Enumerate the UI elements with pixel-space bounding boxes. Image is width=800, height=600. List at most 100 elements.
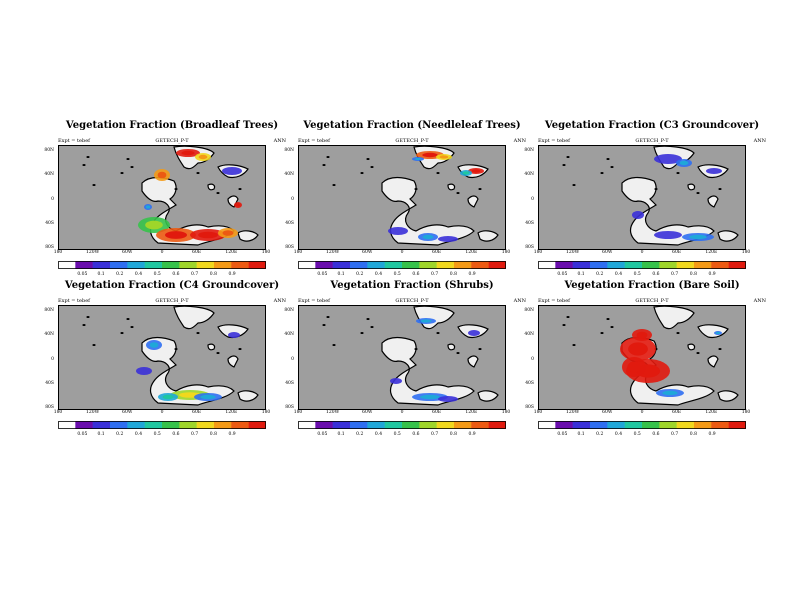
colorbar-swatch (538, 421, 556, 429)
island (126, 318, 130, 320)
colorbar-swatch (231, 421, 249, 429)
vegetation-core (471, 169, 481, 173)
colorbar-tick-label: 0.6 (412, 432, 420, 437)
vegetation-region (468, 330, 480, 336)
colorbar-tick-label: 0.8 (449, 272, 457, 277)
vegetation-region (632, 211, 644, 219)
lon-tick-label: 0 (160, 250, 164, 255)
lat-tick-label: 80N (524, 148, 534, 153)
experiment-label: Expt = tebef (298, 138, 331, 144)
colorbar-tick-label: 0.9 (228, 272, 236, 277)
vegetation-core (198, 154, 208, 160)
colorbar-tick-label: 0.9 (468, 432, 476, 437)
lat-tick-label: 40N (44, 172, 54, 178)
lon-tick-label: 120W (566, 410, 580, 415)
island (610, 166, 614, 168)
colorbar-tick-label: 0.8 (449, 432, 457, 437)
panel-title: Vegetation Fraction (Needleleaf Trees) (303, 120, 521, 131)
colorbar-swatch (384, 261, 403, 269)
lon-tick-label: 60E (432, 410, 442, 415)
colorbar-swatch (179, 421, 197, 429)
colorbar-swatch (419, 261, 437, 269)
lon-tick-label: 120E (465, 410, 478, 415)
lon-tick-label: 120W (326, 410, 340, 415)
island (82, 164, 86, 166)
colorbar-swatch (454, 421, 472, 429)
lat-tick-label: 80S (45, 245, 54, 250)
colorbar (298, 261, 506, 269)
island (92, 344, 96, 346)
colorbar-tick-label: 0.4 (134, 432, 143, 437)
lon-tick-label: 60W (362, 250, 373, 255)
colorbar-swatch (624, 421, 643, 429)
lon-tick-label: 0 (400, 250, 404, 255)
colorbar-swatch (298, 421, 316, 429)
vegetation-core (181, 150, 195, 156)
island (238, 188, 242, 190)
colorbar-tick-label: 0.8 (689, 432, 697, 437)
landmass (207, 343, 216, 351)
vegetation-core (420, 319, 432, 323)
colorbar-swatch (214, 421, 232, 429)
model-label: GETECH_P-T (395, 138, 429, 144)
lon-tick-label: 60W (602, 250, 613, 255)
island (326, 156, 330, 158)
colorbar-swatch (384, 421, 403, 429)
colorbar-swatch (58, 421, 76, 429)
colorbar-swatch (367, 261, 385, 269)
vegetation-core (235, 203, 241, 207)
lon-tick-label: 0 (400, 410, 404, 415)
island (174, 188, 178, 190)
lat-tick-label: 40N (524, 332, 534, 338)
panel-title: Vegetation Fraction (C4 Groundcover) (64, 280, 280, 291)
period-label: ANN (753, 138, 766, 144)
colorbar-tick-label: 0.4 (134, 272, 143, 277)
colorbar-swatch (419, 421, 437, 429)
island (130, 326, 134, 328)
colorbar-tick-label: 0.2 (356, 272, 364, 277)
lat-tick-label: 80S (525, 405, 534, 410)
lat-tick-label: 40N (284, 172, 294, 178)
colorbar-tick-label: 0.5 (633, 432, 641, 437)
colorbar-swatch (298, 261, 316, 269)
island (696, 192, 700, 194)
lon-tick-label: 120W (566, 250, 580, 255)
lat-tick-label: 0 (51, 196, 54, 202)
colorbar-swatch (572, 261, 591, 269)
island (414, 348, 418, 350)
colorbar-tick-label: 0.7 (671, 272, 679, 277)
vegetation-core (145, 205, 151, 209)
island (478, 188, 482, 190)
colorbar (298, 421, 506, 429)
lon-tick-label: 180 (741, 410, 751, 415)
landmass (717, 390, 739, 402)
lon-tick-label: 60W (122, 410, 133, 415)
colorbar-tick-label: 0.7 (191, 432, 199, 437)
island (718, 188, 722, 190)
landmass (227, 355, 239, 368)
map-area (538, 145, 746, 250)
colorbar-swatch (350, 421, 368, 429)
colorbar-swatch (162, 261, 180, 269)
lat-tick-label: 40S (525, 380, 534, 386)
island (606, 318, 610, 320)
period-label: ANN (273, 298, 286, 304)
landmass (687, 343, 696, 351)
lat-tick-label: 80N (284, 308, 294, 313)
colorbar-tick-label: 0.05 (557, 272, 568, 277)
landmass (653, 305, 695, 330)
lat-tick-label: 0 (531, 196, 534, 202)
map-area (538, 305, 746, 410)
colorbar-swatch (538, 261, 556, 269)
colorbar-tick-label: 0.1 (97, 272, 105, 277)
island (566, 316, 570, 318)
island (360, 332, 364, 334)
colorbar-tick-label: 0.4 (374, 272, 383, 277)
lon-tick-label: 60W (122, 250, 133, 255)
island (92, 184, 96, 186)
colorbar-tick-label: 0.8 (209, 432, 217, 437)
vegetation-core (636, 331, 648, 339)
colorbar-swatch (144, 421, 163, 429)
lat-tick-label: 80S (285, 245, 294, 250)
island (566, 156, 570, 158)
